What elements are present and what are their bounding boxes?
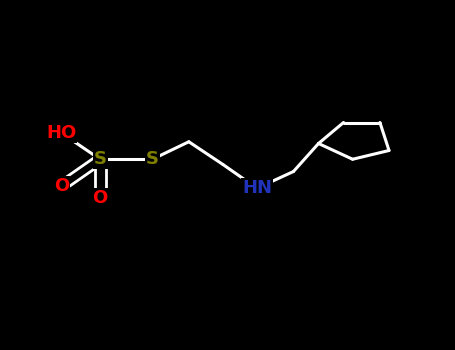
Text: S: S — [94, 150, 106, 168]
Text: HN: HN — [242, 179, 272, 197]
Text: O: O — [92, 189, 108, 207]
Text: O: O — [54, 177, 69, 195]
Text: HO: HO — [46, 124, 76, 142]
Text: S: S — [146, 150, 159, 168]
